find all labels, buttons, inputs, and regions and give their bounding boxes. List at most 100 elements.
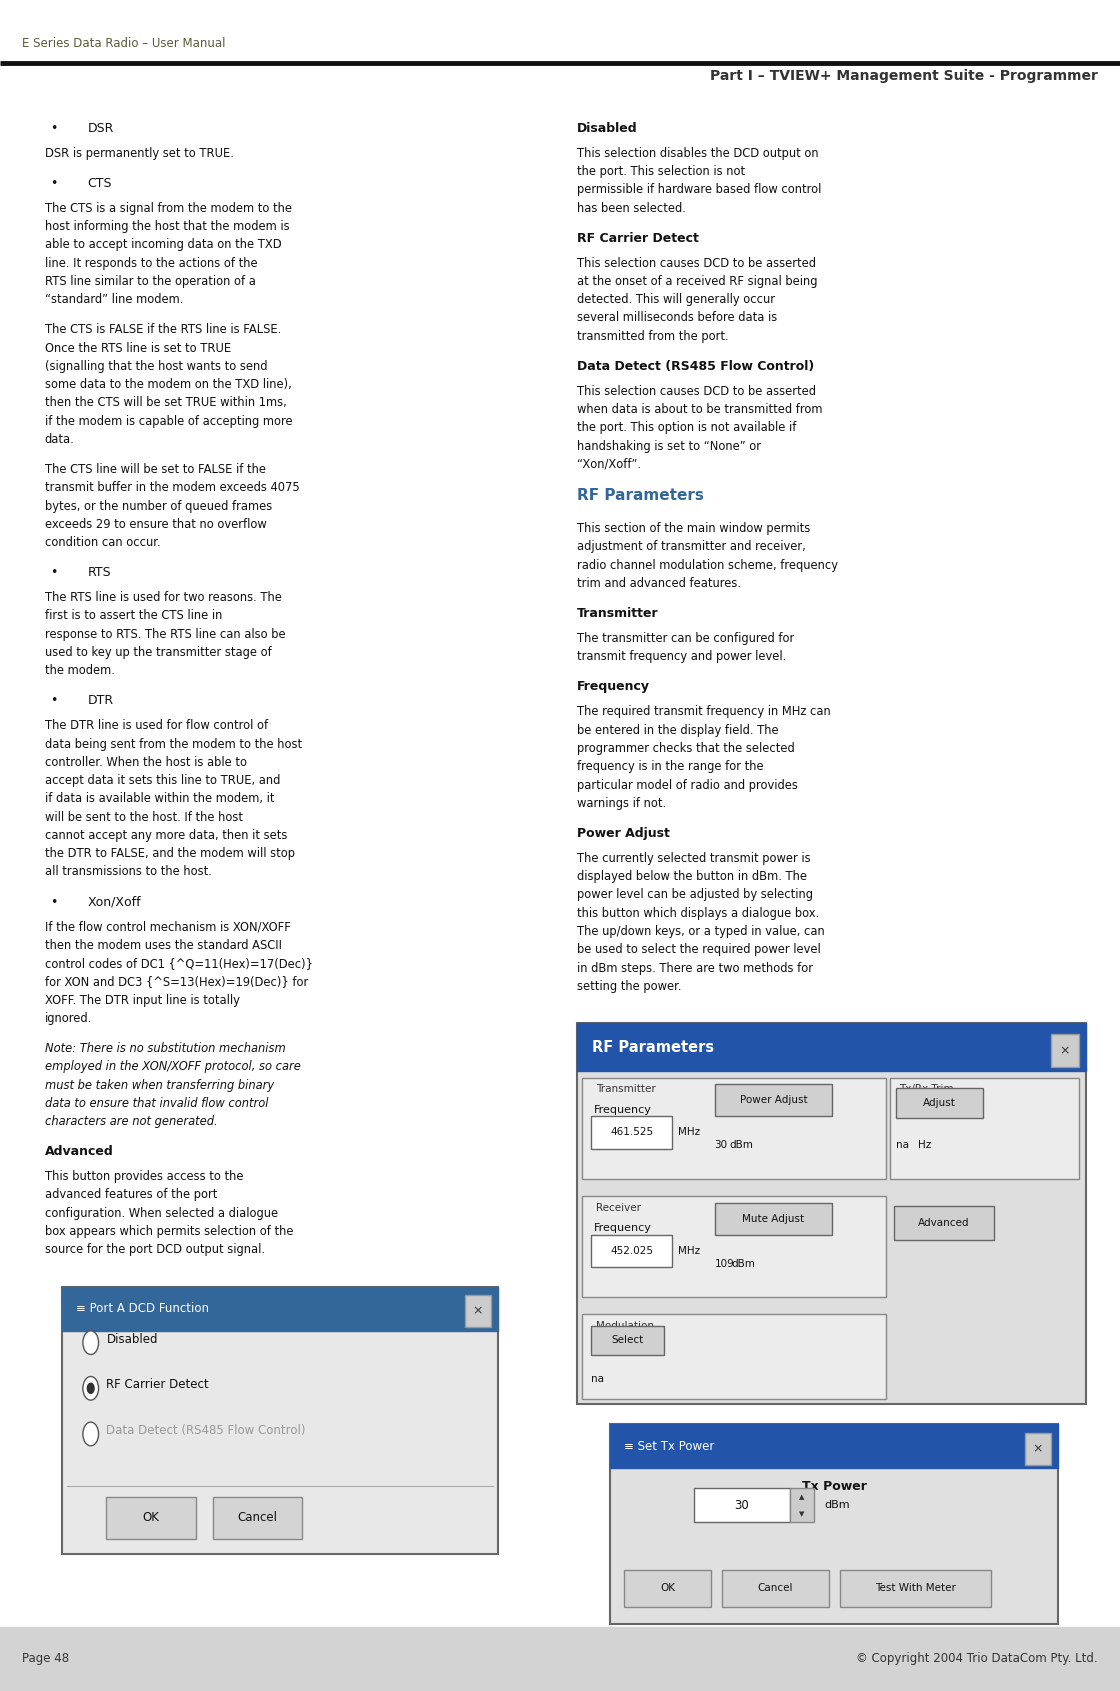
Text: data to ensure that invalid flow control: data to ensure that invalid flow control [45, 1097, 269, 1109]
Text: •: • [50, 122, 58, 135]
Text: ignored.: ignored. [45, 1011, 92, 1025]
Text: This button provides access to the: This button provides access to the [45, 1170, 243, 1184]
Text: Mute Adjust: Mute Adjust [743, 1214, 804, 1224]
Text: The DTR line is used for flow control of: The DTR line is used for flow control of [45, 719, 268, 732]
Text: OK: OK [142, 1512, 160, 1524]
Bar [0, 1627, 1120, 1691]
Text: This selection causes DCD to be asserted: This selection causes DCD to be asserted [577, 386, 815, 397]
Text: all transmissions to the host.: all transmissions to the host. [45, 866, 212, 878]
Text: the DTR to FALSE, and the modem will stop: the DTR to FALSE, and the modem will sto… [45, 847, 295, 861]
Text: power level can be adjusted by selecting: power level can be adjusted by selecting [577, 888, 813, 901]
Text: Note: There is no substitution mechanism: Note: There is no substitution mechanism [45, 1042, 286, 1055]
Text: used to key up the transmitter stage of: used to key up the transmitter stage of [45, 646, 271, 659]
Text: Disabled: Disabled [577, 122, 637, 135]
Text: ×: × [473, 1305, 483, 1317]
Text: dBm: dBm [824, 1500, 850, 1510]
Text: •: • [50, 695, 58, 707]
Text: 30: 30 [734, 1498, 749, 1512]
Text: Xon/Xoff: Xon/Xoff [87, 896, 141, 908]
Text: (signalling that the host wants to send: (signalling that the host wants to send [45, 360, 268, 372]
Bar [465, 1295, 491, 1327]
Text: bytes, or the number of queued frames: bytes, or the number of queued frames [45, 499, 272, 512]
Text: programmer checks that the selected: programmer checks that the selected [577, 742, 794, 754]
Circle shape [83, 1331, 99, 1354]
Text: Transmitter: Transmitter [577, 607, 659, 621]
Bar [591, 1116, 672, 1148]
Text: if data is available within the modem, it: if data is available within the modem, i… [45, 793, 274, 805]
Text: Tx Power: Tx Power [802, 1480, 867, 1493]
Text: for XON and DC3 {^S=13(Hex)=19(Dec)} for: for XON and DC3 {^S=13(Hex)=19(Dec)} for [45, 976, 308, 988]
Bar [715, 1084, 832, 1116]
Bar [840, 1569, 991, 1606]
Text: handshaking is set to “None” or: handshaking is set to “None” or [577, 440, 760, 453]
Text: then the CTS will be set TRUE within 1ms,: then the CTS will be set TRUE within 1ms… [45, 396, 287, 409]
Text: •: • [50, 566, 58, 578]
Text: data being sent from the modem to the host: data being sent from the modem to the ho… [45, 737, 302, 751]
Text: dBm: dBm [729, 1140, 753, 1150]
Text: 461.525: 461.525 [610, 1128, 653, 1138]
Text: the modem.: the modem. [45, 665, 114, 676]
Text: na: na [896, 1140, 908, 1150]
Bar [582, 1077, 886, 1179]
Circle shape [83, 1422, 99, 1446]
Text: The currently selected transmit power is: The currently selected transmit power is [577, 852, 811, 864]
Text: particular model of radio and provides: particular model of radio and provides [577, 778, 797, 791]
Text: transmit frequency and power level.: transmit frequency and power level. [577, 651, 786, 663]
Text: OK: OK [660, 1583, 675, 1593]
Text: ≡ Set Tx Power: ≡ Set Tx Power [624, 1439, 715, 1453]
Bar [694, 1488, 790, 1522]
Text: Disabled: Disabled [106, 1333, 158, 1346]
Text: Part I – TVIEW+ Management Suite - Programmer: Part I – TVIEW+ Management Suite - Progr… [710, 69, 1098, 83]
Text: be entered in the display field. The: be entered in the display field. The [577, 724, 778, 737]
Text: control codes of DC1 {^Q=11(Hex)=17(Dec)}: control codes of DC1 {^Q=11(Hex)=17(Dec)… [45, 957, 312, 971]
Text: radio channel modulation scheme, frequency: radio channel modulation scheme, frequen… [577, 558, 838, 572]
Text: Receiver: Receiver [596, 1202, 641, 1212]
Bar [106, 1497, 196, 1539]
Bar [1025, 1432, 1051, 1464]
Text: DSR is permanently set to TRUE.: DSR is permanently set to TRUE. [45, 147, 234, 159]
Text: DSR: DSR [87, 122, 114, 135]
Text: MHz: MHz [678, 1128, 700, 1138]
Text: host informing the host that the modem is: host informing the host that the modem i… [45, 220, 289, 233]
Text: the port. This selection is not: the port. This selection is not [577, 166, 745, 178]
Text: If the flow control mechanism is XON/XOFF: If the flow control mechanism is XON/XOF… [45, 920, 291, 933]
Bar [582, 1196, 886, 1297]
Text: The RTS line is used for two reasons. The: The RTS line is used for two reasons. Th… [45, 592, 281, 604]
Text: accept data it sets this line to TRUE, and: accept data it sets this line to TRUE, a… [45, 774, 280, 786]
Text: Hz: Hz [918, 1140, 932, 1150]
Text: warnings if not.: warnings if not. [577, 796, 666, 810]
Text: CTS: CTS [87, 178, 112, 189]
Text: 109: 109 [715, 1258, 735, 1268]
Bar [610, 1424, 1058, 1468]
Text: when data is about to be transmitted from: when data is about to be transmitted fro… [577, 402, 822, 416]
Text: Data Detect (RS485 Flow Control): Data Detect (RS485 Flow Control) [577, 360, 814, 372]
Text: the port. This option is not available if: the port. This option is not available i… [577, 421, 796, 435]
Bar [213, 1497, 302, 1539]
Text: •: • [50, 896, 58, 908]
Text: ×: × [1060, 1043, 1070, 1057]
Text: if the modem is capable of accepting more: if the modem is capable of accepting mor… [45, 414, 292, 428]
Text: The transmitter can be configured for: The transmitter can be configured for [577, 632, 794, 644]
Text: Select: Select [612, 1336, 644, 1346]
Text: transmit buffer in the modem exceeds 4075: transmit buffer in the modem exceeds 407… [45, 482, 299, 494]
Text: RTS line similar to the operation of a: RTS line similar to the operation of a [45, 276, 255, 287]
Text: The CTS line will be set to FALSE if the: The CTS line will be set to FALSE if the [45, 463, 265, 475]
Text: •: • [50, 178, 58, 189]
Text: at the onset of a received RF signal being: at the onset of a received RF signal bei… [577, 276, 818, 287]
Text: Frequency: Frequency [594, 1104, 652, 1114]
Text: Tx/Rx Trim: Tx/Rx Trim [899, 1084, 954, 1094]
Text: source for the port DCD output signal.: source for the port DCD output signal. [45, 1243, 264, 1256]
Text: XOFF. The DTR input line is totally: XOFF. The DTR input line is totally [45, 994, 240, 1006]
Text: detected. This will generally occur: detected. This will generally occur [577, 293, 775, 306]
Text: Test With Meter: Test With Meter [875, 1583, 956, 1593]
Text: trim and advanced features.: trim and advanced features. [577, 577, 740, 590]
Text: “Xon/Xoff”.: “Xon/Xoff”. [577, 458, 641, 470]
Text: The CTS is FALSE if the RTS line is FALSE.: The CTS is FALSE if the RTS line is FALS… [45, 323, 281, 337]
Bar [1051, 1033, 1079, 1067]
Circle shape [83, 1376, 99, 1400]
Bar [896, 1087, 983, 1118]
Bar [577, 1023, 1086, 1070]
Text: first is to assert the CTS line in: first is to assert the CTS line in [45, 609, 222, 622]
Text: box appears which permits selection of the: box appears which permits selection of t… [45, 1224, 293, 1238]
Text: © Copyright 2004 Trio DataCom Pty. Ltd.: © Copyright 2004 Trio DataCom Pty. Ltd. [856, 1652, 1098, 1666]
